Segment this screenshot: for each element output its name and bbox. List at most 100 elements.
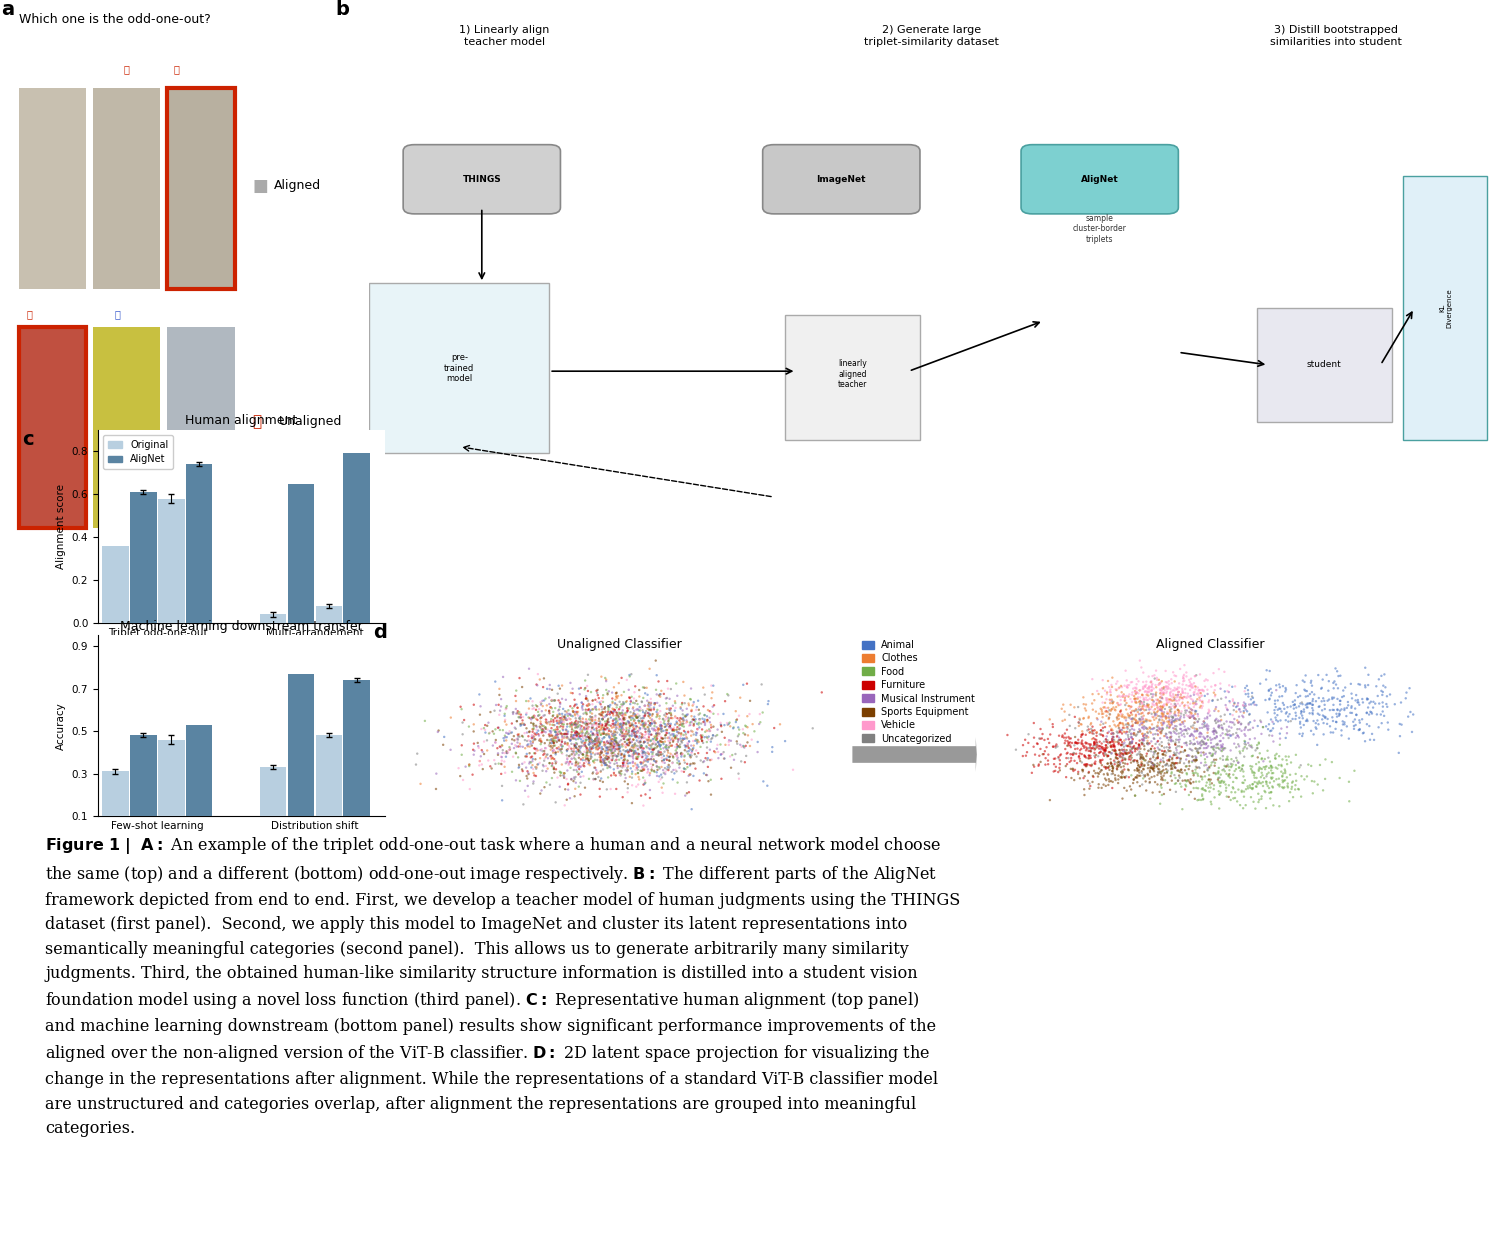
Point [1203, 711, 1228, 731]
Point [629, 723, 653, 743]
Point [602, 715, 626, 735]
Point [593, 719, 617, 739]
Point [620, 741, 644, 761]
Point [1069, 714, 1093, 734]
Point [1292, 701, 1316, 721]
Point [1166, 684, 1190, 704]
Point [1105, 755, 1129, 775]
Point [1125, 679, 1149, 699]
Point [676, 723, 700, 743]
Point [1274, 703, 1298, 723]
Point [603, 731, 627, 751]
Point [662, 748, 686, 768]
Point [584, 739, 608, 759]
Point [611, 756, 635, 776]
Point [620, 738, 644, 758]
Point [1122, 724, 1146, 744]
Point [1327, 768, 1351, 787]
Point [1182, 726, 1206, 746]
Point [1068, 749, 1092, 769]
Point [611, 724, 635, 744]
Point [1161, 663, 1185, 683]
Point [555, 701, 579, 721]
Point [1116, 743, 1140, 763]
Point [1289, 701, 1313, 721]
Point [1202, 701, 1226, 721]
Point [1145, 720, 1169, 740]
Point [1066, 716, 1090, 736]
Point [570, 761, 594, 781]
Point [1038, 733, 1062, 753]
Point [1093, 713, 1117, 733]
Point [614, 692, 638, 711]
Point [1199, 794, 1223, 814]
Point [645, 719, 670, 739]
Point [1101, 668, 1125, 688]
Point [1347, 710, 1371, 730]
Point [1105, 745, 1129, 765]
Point [1164, 724, 1188, 744]
Point [602, 738, 626, 758]
Point [645, 745, 670, 765]
Point [718, 713, 742, 733]
Point [1312, 692, 1336, 711]
Point [1175, 700, 1199, 720]
Point [1344, 705, 1368, 725]
Point [638, 715, 662, 735]
Point [621, 715, 645, 735]
Point [1092, 739, 1116, 759]
Title: Machine learning downstream transfer: Machine learning downstream transfer [121, 621, 362, 633]
Point [555, 710, 579, 730]
Point [558, 789, 582, 809]
Point [1321, 723, 1345, 743]
Point [1098, 700, 1122, 720]
Point [1151, 756, 1175, 776]
Point [588, 714, 612, 734]
Point [1125, 674, 1149, 694]
Point [1113, 749, 1137, 769]
Point [1244, 740, 1268, 760]
Point [555, 751, 579, 771]
Point [501, 703, 525, 723]
Point [1090, 738, 1114, 758]
Point [547, 679, 572, 699]
Point [1098, 716, 1122, 736]
Point [544, 728, 569, 748]
Point [1081, 724, 1105, 744]
Point [544, 711, 569, 731]
Point [1117, 768, 1142, 787]
Point [1184, 749, 1208, 769]
Point [1086, 746, 1110, 766]
Point [1062, 743, 1086, 763]
Point [569, 718, 593, 738]
Point [1146, 748, 1170, 768]
Point [1068, 751, 1092, 771]
Point [670, 715, 694, 735]
Point [1033, 755, 1057, 775]
Point [695, 710, 719, 730]
Point [1202, 723, 1226, 743]
Point [594, 672, 618, 692]
Point [1221, 700, 1246, 720]
Point [657, 746, 682, 766]
Point [639, 693, 664, 713]
Point [1182, 719, 1206, 739]
Point [1173, 695, 1197, 715]
Point [1131, 718, 1155, 738]
Point [1095, 684, 1119, 704]
Point [1155, 701, 1179, 721]
Point [1074, 756, 1098, 776]
Point [541, 733, 566, 753]
Point [1181, 746, 1205, 766]
Point [585, 716, 609, 736]
Point [1163, 704, 1187, 724]
Point [1164, 733, 1188, 753]
Point [1199, 730, 1223, 750]
Point [635, 763, 659, 782]
Point [665, 713, 689, 733]
Point [667, 730, 691, 750]
Legend: Animal, Clothes, Food, Furniture, Musical Instrument, Sports Equipment, Vehicle,: Animal, Clothes, Food, Furniture, Musica… [858, 637, 979, 748]
Point [486, 718, 510, 738]
Point [1350, 709, 1374, 729]
Point [698, 721, 722, 741]
